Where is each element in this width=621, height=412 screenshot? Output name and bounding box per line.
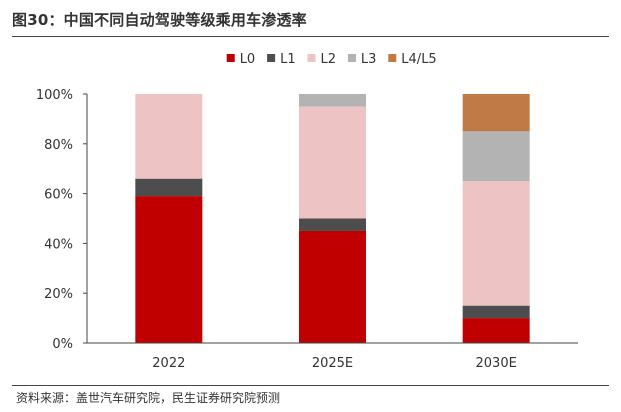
legend-item-l0: L0 — [226, 52, 256, 67]
bar-segment-l2-2025e — [299, 106, 366, 219]
legend-swatch — [388, 54, 397, 62]
legend-label: L4/L5 — [401, 52, 436, 67]
y-tick-label: 40% — [44, 237, 73, 252]
bar-segment-l1-2025e — [299, 218, 366, 231]
y-axis: 0% 20% 40% 60% 80% 100% — [36, 88, 88, 352]
legend-item-l2: L2 — [307, 52, 337, 67]
bar-segment-l1-2030e — [462, 305, 530, 319]
y-tick-label: 80% — [44, 138, 73, 153]
x-tick-label: 2022 — [152, 356, 185, 371]
source-note: 资料来源：盖世汽车研究院，民生证券研究院预测 — [16, 391, 281, 405]
source-divider — [12, 385, 609, 386]
bar-segment-l3-2030e — [462, 131, 530, 182]
legend-label: L3 — [361, 52, 377, 67]
y-tick-label: 0% — [52, 337, 73, 352]
bar-series — [135, 94, 530, 343]
y-tick-label: 100% — [36, 88, 73, 103]
legend-label: L0 — [240, 52, 256, 67]
legend-swatch — [267, 54, 276, 62]
y-tick-label: 60% — [44, 188, 73, 203]
legend-label: L1 — [280, 52, 296, 67]
bar-segment-l3-2025e — [299, 94, 366, 107]
legend-item-l3: L3 — [347, 52, 377, 67]
chart-legend: L0 L1 L2 L3 L4/L5 — [226, 52, 437, 67]
stacked-bar-chart: L0 L1 L2 L3 L4/L5 0%20%40%60%80%100% 2022 202… — [36, 52, 578, 371]
legend-swatch — [226, 54, 235, 62]
legend-swatch — [347, 54, 356, 62]
bar-segment-l1-2022 — [135, 178, 203, 197]
x-axis: 2022 2025E 2030E — [87, 342, 578, 371]
x-tick-label: 2030E — [476, 356, 517, 371]
legend-item-l1: L1 — [267, 52, 296, 67]
legend-label: L2 — [321, 52, 337, 67]
bar-segment-l2-2030e — [462, 181, 530, 306]
x-tick-label: 2025E — [312, 356, 353, 371]
legend-item-l4-l5: L4/L5 — [388, 52, 437, 67]
bar-segment-l4-l5-2030e — [462, 94, 530, 132]
bar-segment-l0-2025e — [299, 230, 366, 343]
legend-swatch — [307, 54, 316, 62]
y-tick-label: 20% — [44, 287, 73, 302]
bar-segment-l0-2030e — [462, 318, 530, 343]
bar-segment-l0-2022 — [135, 196, 203, 343]
figure-title: 图30：中国不同自动驾驶等级乘用车渗透率 — [12, 11, 307, 29]
bar-segment-l2-2022 — [135, 94, 203, 179]
title-divider — [12, 36, 609, 37]
